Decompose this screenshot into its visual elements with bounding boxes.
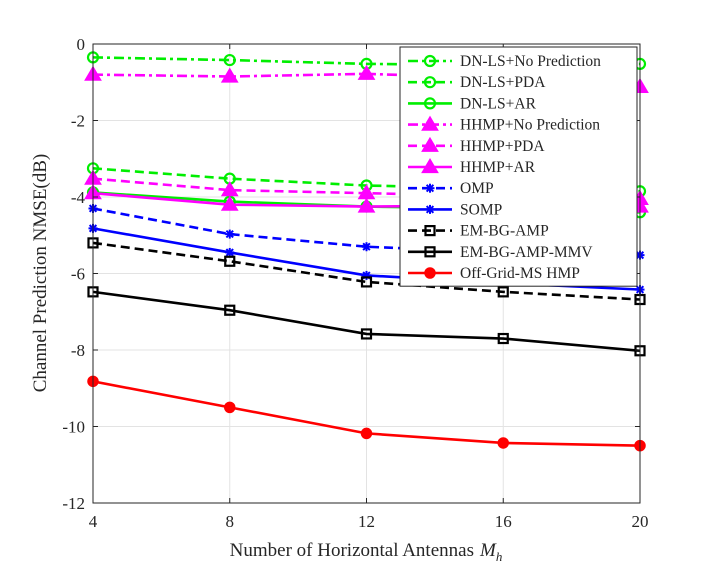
legend-label: DN-LS+AR [460,95,537,112]
y-tick-label: -2 [71,112,85,131]
x-axis-label-symbol: M [479,540,497,561]
legend-item: HHMP+AR [408,158,536,176]
legend-label: DN-LS+No Prediction [460,53,601,70]
x-tick-label: 8 [226,512,235,531]
legend-label: HHMP+No Prediction [460,117,600,134]
plot-area-frame [92,43,641,504]
legend-item: DN-LS+No Prediction [408,53,601,70]
series-line [92,241,641,301]
y-tick-label: -4 [71,188,86,207]
legend-marker [425,204,435,214]
series-line [92,290,641,353]
legend-marker [425,183,435,193]
data-point [224,255,236,267]
data-point [360,427,373,440]
legend-marker [423,76,437,89]
data-point [497,332,509,345]
data-point [357,197,376,213]
legend-marker [424,246,436,258]
x-tick-label: 4 [89,512,98,531]
legend-label: SOMP [460,201,502,218]
legend-marker [424,267,436,279]
data-point [224,304,236,316]
data-point [360,276,373,288]
legend-item: DN-LS+PDA [408,74,546,91]
legend-item: OMP [408,180,494,197]
legend-marker [423,97,437,110]
data-point [223,53,236,67]
x-axis-label: Number of Horizontal Antennas Mh [230,540,503,564]
data-point [220,195,239,211]
legend-item: HHMP+PDA [408,136,545,155]
y-axis-label: Channel Prediction NMSE(dB) [30,154,51,393]
data-point [357,64,376,80]
legend-label: Off-Grid-MS HMP [460,265,580,282]
data-point [362,270,371,280]
y-tick-label: -6 [71,265,85,284]
data-point [497,437,509,449]
legend-marker [424,225,436,237]
legend-marker [421,136,439,152]
x-tick-label: 20 [632,512,649,531]
legend-marker [423,54,437,68]
legend-item: HHMP+No Prediction [408,115,600,134]
data-point [225,247,235,257]
data-point [220,67,239,83]
legend-marker [421,158,439,174]
legend-label: HHMP+AR [460,159,536,176]
x-tick-label: 16 [495,512,512,531]
legend-label: OMP [460,180,494,197]
legend-label: HHMP+PDA [460,138,545,155]
y-tick-label: -10 [62,418,85,437]
y-tick-label: 0 [77,35,86,54]
legend-item: EM-BG-AMP-MMV [408,244,593,261]
y-tick-label: -12 [62,494,85,513]
series-off-grid-ms-hmp [87,375,646,452]
legend: DN-LS+No Prediction DN-LS+PDA DN-LS+AR HHMP… [399,46,638,287]
legend-item: EM-BG-AMP [408,223,549,240]
y-tick-label: -8 [71,341,85,360]
legend-item: Off-Grid-MS HMP [408,265,580,282]
x-tick-label: 12 [358,512,375,531]
legend-label: DN-LS+PDA [460,74,546,91]
x-axis-label-text: Number of Horizontal Antennas [230,540,474,561]
legend-label: EM-BG-AMP-MMV [460,244,593,261]
legend-marker [421,115,439,131]
data-point [362,242,371,252]
series-line [92,207,641,257]
data-point [225,229,235,239]
data-point [360,328,373,340]
x-axis-label-subscript: h [496,549,503,564]
data-point [497,286,509,298]
legend-label: EM-BG-AMP [460,223,549,240]
legend-item: SOMP [408,201,502,218]
legend-item: DN-LS+AR [408,95,537,112]
data-point [224,401,236,414]
